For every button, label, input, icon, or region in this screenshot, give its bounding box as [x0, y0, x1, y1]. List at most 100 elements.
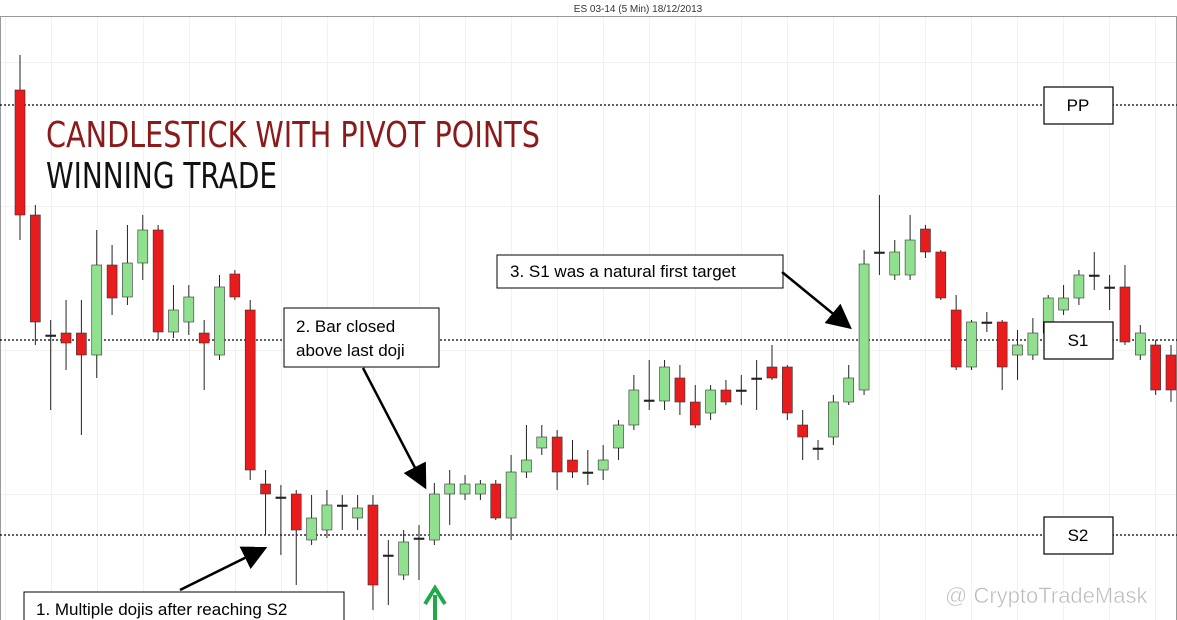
candle-body: [275, 496, 287, 499]
annotation-box: [283, 307, 440, 368]
candle-body: [352, 507, 363, 519]
candle-body: [198, 332, 210, 344]
candle-body: [60, 332, 72, 344]
candle-body: [260, 483, 271, 495]
candle-body: [1150, 344, 1161, 391]
candle-body: [536, 436, 548, 449]
annotation-box: [496, 254, 784, 289]
candle-body: [321, 504, 333, 531]
candle-body: [582, 471, 594, 474]
candle-body: [475, 483, 486, 495]
candle-body: [290, 493, 302, 531]
candle-body: [812, 447, 824, 450]
candle-body: [935, 251, 947, 299]
candle-body: [782, 366, 793, 414]
candle-body: [367, 504, 379, 586]
candle-body: [1027, 332, 1039, 356]
candle-body: [751, 377, 762, 380]
candle-body: [306, 517, 317, 541]
candle-body: [735, 389, 747, 392]
pivot-label: S2: [1068, 526, 1089, 545]
candle-body: [383, 554, 394, 557]
candle-body: [567, 459, 578, 473]
candle-body: [505, 471, 517, 519]
candle-body: [1012, 344, 1023, 356]
candle-body: [490, 483, 502, 519]
candle-body: [30, 214, 41, 323]
candle-body: [705, 389, 716, 414]
candle-body: [858, 263, 870, 391]
candle-body: [229, 273, 241, 298]
candle-body: [152, 229, 164, 333]
candle-body: [444, 483, 456, 495]
candle-body: [122, 262, 133, 298]
pivot-label-box: [1043, 86, 1114, 125]
candle-body: [1135, 332, 1146, 356]
entry-arrow: [423, 584, 447, 620]
candle-body: [1058, 297, 1069, 311]
candle-body: [674, 377, 686, 403]
candle-body: [1073, 274, 1085, 299]
arrow: [781, 271, 852, 330]
candle-body: [889, 251, 901, 276]
candle-body: [996, 321, 1008, 368]
candle-body: [1119, 286, 1131, 343]
candle-body: [429, 493, 440, 541]
candle-body: [14, 89, 26, 216]
grid-background: [0, 16, 1177, 620]
candle-body: [214, 286, 225, 356]
candle-body: [720, 389, 732, 403]
candle-body: [843, 377, 855, 403]
pivot-label: S1: [1068, 331, 1089, 350]
candle-body: [659, 366, 670, 402]
candle-body: [766, 366, 778, 379]
arrow: [179, 546, 268, 592]
candle-body: [336, 504, 348, 507]
candle-body: [1165, 354, 1177, 391]
candle-body: [950, 309, 962, 368]
candle-body: [689, 401, 701, 426]
candle-body: [459, 483, 471, 495]
annotation: 2. Bar closed: [296, 317, 395, 336]
candle-body: [183, 296, 195, 323]
pivot-label-box: [1043, 321, 1114, 360]
candle-body: [413, 537, 425, 540]
pivot-label-box: [1043, 516, 1114, 555]
candle-body: [76, 332, 87, 356]
headline: CANDLESTICK WITH PIVOT POINTS: [46, 115, 540, 156]
candle-body: [966, 321, 977, 368]
watermark: @ CryptoTradeMask: [945, 583, 1148, 608]
candle-body: [597, 459, 609, 471]
pivot-label: PP: [1067, 96, 1090, 115]
chart-title: ES 03-14 (5 Min) 18/12/2013: [574, 4, 703, 15]
annotation: 3. S1 was a natural first target: [510, 262, 736, 281]
candle-body: [613, 424, 624, 449]
candle-body: [1104, 286, 1115, 289]
candle-body: [91, 264, 103, 356]
candle-body: [874, 251, 885, 254]
candle-body: [828, 401, 839, 438]
arrow: [361, 367, 427, 490]
candle-body: [643, 399, 655, 402]
annotation: above last doji: [296, 341, 405, 360]
plot: PP S1 S2: [0, 55, 1177, 610]
candle-body: [521, 459, 532, 473]
candle-body: [244, 309, 256, 471]
candle-body: [106, 264, 118, 299]
candle-body: [551, 436, 563, 473]
candle-body: [398, 541, 409, 576]
candle-body: [45, 334, 56, 337]
candle-body: [168, 309, 179, 333]
candle-body: [1088, 274, 1100, 277]
candle-body: [904, 239, 916, 276]
headline: WINNING TRADE: [46, 156, 277, 197]
annotation: 1. Multiple dojis after reaching S2: [36, 600, 287, 619]
candle-body: [137, 229, 149, 264]
candle-body: [920, 228, 931, 253]
candle-body: [981, 321, 993, 324]
candle-body: [797, 424, 808, 438]
annotation-box: [23, 591, 345, 620]
candle-body: [628, 389, 640, 426]
